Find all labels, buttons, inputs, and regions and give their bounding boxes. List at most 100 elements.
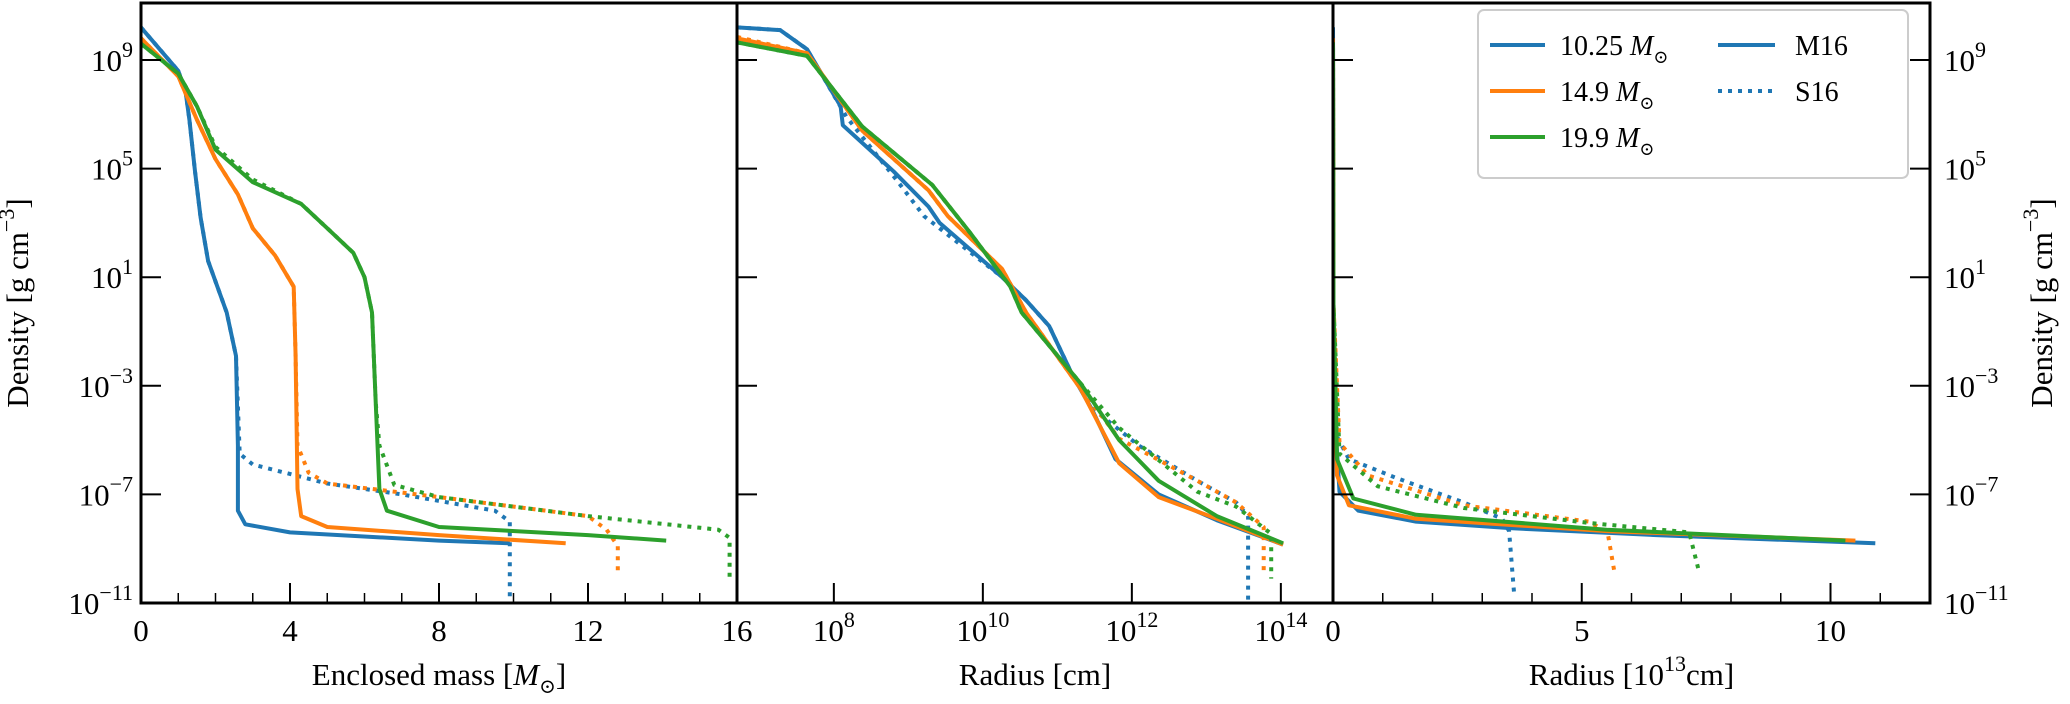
x-tick-label-base: 12: [573, 613, 604, 648]
legend-mass-value: 19.9: [1560, 123, 1616, 154]
x-tick-label: 1012: [1105, 607, 1158, 648]
x-tick-label-base: 0: [133, 613, 149, 648]
series-line-14.9-M16: [141, 36, 566, 546]
y-tick-label-right: 10−7: [1944, 471, 1998, 512]
x-axis-label-text: Radius [10: [1529, 657, 1664, 692]
x-tick-label-base: 10: [1815, 613, 1846, 648]
x-tick-label-base: 8: [431, 613, 447, 648]
legend-label-S16: S16: [1795, 77, 1839, 108]
y-tick-label-base: 10: [79, 477, 110, 512]
legend-mass-value: 14.9: [1560, 77, 1616, 108]
series-line-19.9-S16: [737, 40, 1274, 579]
legend-mass-unit: M: [1629, 31, 1655, 62]
y-axis-label-left: Density [g cm−3]: [0, 198, 35, 407]
x-tick-label-exp: 14: [1285, 607, 1307, 632]
y-tick-label-base: 10: [91, 152, 122, 187]
y-tick-label-base: 10: [91, 43, 122, 78]
x-axis-label-sub: ⊙: [539, 676, 556, 698]
y-axis-label-text: Density [g cm: [0, 232, 35, 408]
legend-mass-sub: ⊙: [1653, 47, 1668, 67]
y-tick-label-exp: −7: [1975, 471, 1998, 496]
x-axis-label-close: ]: [556, 657, 566, 692]
y-tick-label: 10−3: [79, 363, 133, 404]
x-tick-label: 5: [1574, 613, 1590, 648]
y-tick-label-exp: −11: [99, 580, 133, 605]
y-tick-label-base: 10: [1944, 260, 1975, 295]
y-tick-label-exp: 5: [122, 146, 133, 171]
series-line-19.9-M16: [737, 40, 1284, 546]
x-tick-label: 0: [1325, 613, 1341, 648]
x-tick-label: 0: [133, 613, 149, 648]
y-tick-label-right: 10−3: [1944, 363, 1998, 404]
x-tick-label: 108: [813, 607, 855, 648]
x-axis-label: Enclosed mass [M⊙]: [312, 657, 566, 698]
y-tick-label-exp: 1: [122, 254, 133, 279]
y-tick-label-base: 10: [79, 369, 110, 404]
series-line-10.25-S16: [737, 25, 1251, 603]
x-axis-label: Radius [1013cm]: [1529, 651, 1734, 692]
x-axis-label-close: cm]: [1686, 657, 1734, 692]
series-line-19.9-S16: [141, 42, 732, 579]
y-axis-label-text: Density [g cm: [2024, 232, 2059, 408]
series-line-10.25-S16: [141, 26, 512, 601]
series-line-19.9-S16: [1333, 42, 1701, 571]
y-tick-label-right: 10−11: [1944, 580, 2009, 621]
x-tick-label-base: 16: [722, 613, 753, 648]
x-axis-label-text: Radius [cm]: [959, 657, 1111, 692]
series-line-14.9-S16: [737, 34, 1266, 574]
y-tick-label-exp: −7: [110, 471, 133, 496]
y-axis-label-exp: −3: [2018, 209, 2043, 232]
x-tick-label: 8: [431, 613, 447, 648]
legend-box: [1477, 9, 1909, 179]
y-tick-label-exp: −3: [110, 363, 133, 388]
x-tick-label-exp: 12: [1136, 607, 1158, 632]
y-tick-label-base: 10: [1944, 477, 1975, 512]
x-tick-label-base: 4: [282, 613, 298, 648]
legend-mass-unit: M: [1615, 123, 1641, 154]
y-tick-label: 10−11: [68, 580, 133, 621]
series-line-10.25-M16: [141, 26, 510, 546]
legend-label-10.25: 10.25 M⊙: [1560, 31, 1668, 67]
y-tick-label-base: 10: [91, 260, 122, 295]
y-axis-label-close: ]: [0, 198, 35, 208]
x-tick-label-base: 0: [1325, 613, 1341, 648]
x-axis-label: Radius [cm]: [959, 657, 1111, 692]
y-axis-label-right: Density [g cm−3]: [2018, 198, 2059, 407]
y-tick-label: 109: [91, 37, 133, 78]
y-tick-label-exp: 5: [1975, 146, 1986, 171]
x-tick-label-exp: 8: [844, 607, 855, 632]
y-axis-label-close: ]: [2024, 198, 2059, 208]
y-tick-label: 10−7: [79, 471, 133, 512]
y-tick-label-base: 10: [1944, 586, 1975, 621]
legend-mass-sub: ⊙: [1639, 93, 1654, 113]
y-tick-label-right: 105: [1944, 146, 1986, 187]
x-tick-label: 16: [722, 613, 753, 648]
series-line-14.9-M16: [737, 36, 1284, 547]
legend-label-14.9: 14.9 M⊙: [1560, 77, 1654, 113]
legend-mass-sub: ⊙: [1639, 139, 1654, 159]
y-tick-label-exp: 1: [1975, 254, 1986, 279]
x-tick-label: 1014: [1254, 607, 1307, 648]
y-tick-label-base: 10: [1944, 43, 1975, 78]
legend-label-M16: M16: [1795, 31, 1848, 62]
x-axis-label-unit: M: [512, 657, 541, 692]
legend-label-19.9: 19.9 M⊙: [1560, 123, 1654, 159]
panel-1-frame: [139, 1, 739, 605]
x-tick-label: 4: [282, 613, 298, 648]
x-tick-label: 12: [573, 613, 604, 648]
y-tick-label-exp: −3: [1975, 363, 1998, 388]
y-tick-label-base: 10: [1944, 369, 1975, 404]
x-tick-label: 10: [1815, 613, 1846, 648]
y-tick-label-exp: 9: [122, 37, 133, 62]
x-tick-label-base: 10: [956, 613, 987, 648]
series-line-19.9-M16: [141, 42, 667, 543]
series-line-14.9-S16: [141, 36, 620, 576]
x-axis-label-exp: 13: [1664, 651, 1686, 676]
y-axis-label-exp: −3: [0, 209, 19, 232]
x-axis-label-text: Enclosed mass [: [312, 657, 513, 692]
x-tick-label-base: 10: [1254, 613, 1285, 648]
legend-mass-value: 10.25: [1560, 31, 1630, 62]
y-tick-label-base: 10: [68, 586, 99, 621]
